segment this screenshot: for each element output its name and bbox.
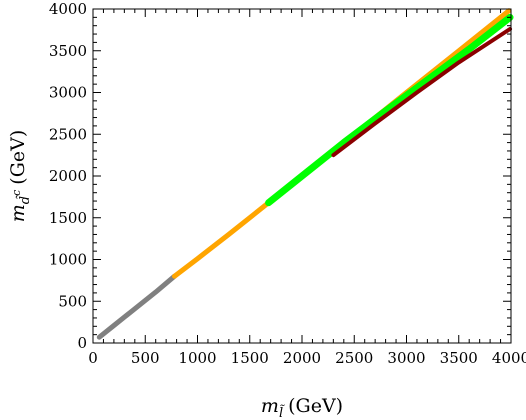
y-tick-label: 4000: [49, 0, 87, 18]
x-tick-label: 2500: [335, 349, 373, 367]
series-0-band: [96, 273, 177, 340]
x-axis-subscript: l̃: [279, 404, 285, 420]
y-tick-label: 2000: [49, 167, 87, 185]
x-tick-label: 500: [131, 349, 160, 367]
x-tick-label: 1500: [231, 349, 269, 367]
y-tick-label: 3000: [49, 84, 87, 102]
x-axis-unit: (GeV): [288, 395, 343, 417]
y-axis-superscript: c: [10, 190, 23, 196]
x-axis-label: ml̃ (GeV): [261, 395, 343, 420]
tick-labels: 0 500 1000 1500 2000 2500 3000 3500 4000 0 500 1000…: [49, 0, 526, 367]
series-layer: [96, 8, 514, 340]
x-tick-label: 3500: [440, 349, 478, 367]
x-axis-symbol: m: [261, 395, 279, 417]
x-tick-label: 4000: [492, 349, 526, 367]
y-axis-unit: (GeV): [7, 130, 29, 185]
y-tick-label: 0: [77, 334, 87, 352]
y-tick-label: 1500: [49, 209, 87, 227]
series-2-band: [265, 13, 514, 207]
ticks-layer: [92, 8, 512, 344]
y-axis-subscript: d̃: [16, 194, 33, 204]
x-tick-label: 1000: [178, 349, 216, 367]
x-tick-label: 2000: [283, 349, 321, 367]
y-tick-label: 1000: [49, 251, 87, 269]
y-tick-label: 3500: [49, 42, 87, 60]
y-axis-label: md̃c (GeV): [7, 130, 33, 223]
x-tick-label: 3000: [387, 349, 425, 367]
y-axis-symbol: m: [7, 204, 29, 222]
series-3-band: [331, 27, 512, 158]
y-tick-label: 2500: [49, 125, 87, 143]
y-tick-label: 500: [58, 292, 87, 310]
x-tick-label: 0: [88, 349, 98, 367]
